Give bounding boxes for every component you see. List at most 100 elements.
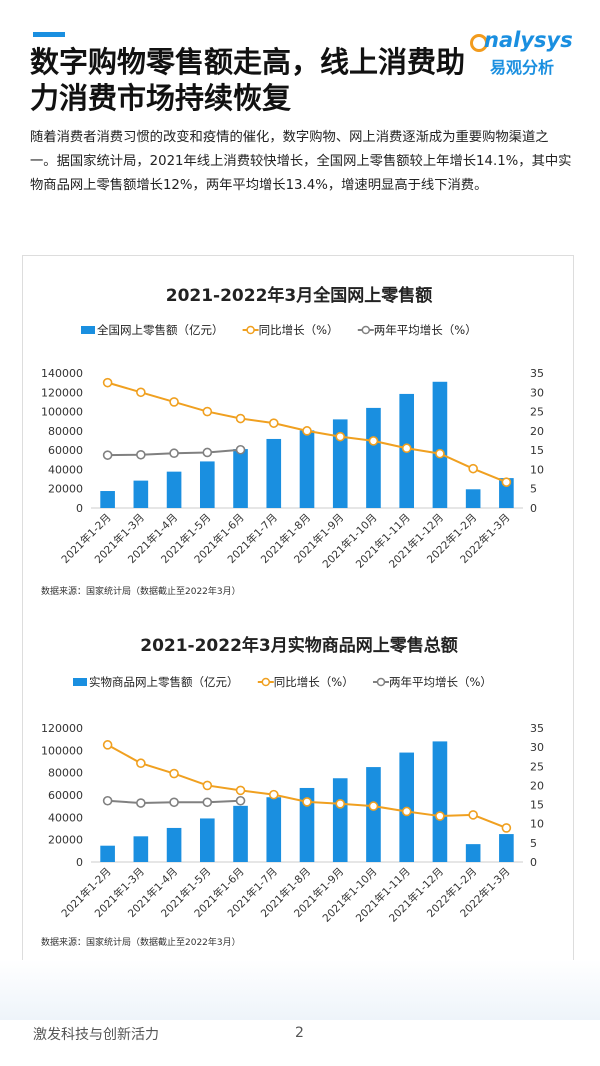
two-year-avg-point	[102, 795, 113, 806]
legend-label: 实物商品网上零售额（亿元）	[89, 675, 239, 689]
bar	[133, 480, 149, 508]
y-right-tick: 5	[530, 837, 537, 850]
y-right-tick: 35	[530, 367, 544, 380]
two-year-avg-point	[202, 797, 213, 808]
yoy-point	[335, 431, 346, 442]
yoy-point	[235, 785, 246, 796]
bar	[366, 767, 381, 862]
footer-slogan: 激发科技与创新活力	[33, 1027, 159, 1043]
bar	[166, 471, 182, 508]
bar	[100, 845, 115, 862]
yoy-point	[435, 448, 445, 459]
two-year-avg-point	[235, 444, 246, 455]
bar	[465, 844, 481, 862]
y-right-tick: 25	[530, 406, 544, 419]
y-left-tick: 40000	[48, 463, 83, 476]
yoy-point	[102, 377, 113, 388]
yoy-point	[235, 413, 246, 424]
bar	[299, 787, 315, 862]
legend-label: 两年平均增长（%）	[389, 675, 492, 689]
two-year-avg-point	[169, 448, 179, 459]
yoy-point	[335, 799, 346, 809]
bar	[199, 818, 215, 862]
yoy-point	[302, 797, 312, 807]
yoy-point	[501, 823, 512, 833]
legend-label: 全国网上零售额（亿元）	[97, 323, 224, 337]
y-left-tick: 60000	[48, 789, 83, 802]
bar	[166, 827, 182, 862]
y-right-tick: 0	[530, 856, 537, 869]
y-left-tick: 20000	[48, 483, 83, 496]
legend-label: 同比增长（%）	[274, 675, 354, 689]
yoy-point	[268, 789, 279, 800]
yoy-point	[368, 801, 379, 811]
data-source: 数据来源：国家统计局（数据截止至2022年3月）	[41, 585, 241, 597]
bar	[465, 489, 481, 508]
bar	[332, 778, 348, 862]
two-year-avg-point	[102, 450, 113, 460]
legend-marker	[361, 325, 371, 335]
legend-marker	[376, 677, 386, 687]
y-left-tick: 80000	[48, 767, 83, 780]
yoy-point	[468, 810, 478, 820]
legend-bar-swatch	[81, 326, 95, 334]
chart-title: 2021-2022年3月实物商品网上零售总额	[140, 635, 458, 656]
bar	[499, 834, 514, 862]
y-right-tick: 15	[530, 444, 544, 457]
bar	[233, 805, 248, 862]
y-left-tick: 100000	[41, 406, 83, 419]
legend-label: 同比增长（%）	[259, 323, 339, 337]
yoy-point	[136, 758, 146, 769]
legend-marker	[261, 677, 271, 687]
y-right-tick: 0	[530, 502, 537, 515]
yoy-point	[468, 463, 478, 474]
bar	[432, 741, 448, 862]
bar	[233, 449, 248, 508]
y-left-tick: 120000	[41, 386, 83, 399]
bar	[266, 438, 282, 508]
two-year-avg-point	[136, 449, 146, 460]
bar	[332, 419, 348, 508]
bar	[499, 478, 514, 508]
y-right-tick: 5	[530, 483, 537, 496]
analysys-logo: nalysys 易观分析	[470, 28, 580, 78]
bar	[199, 461, 215, 508]
bar	[133, 836, 149, 862]
yoy-point	[368, 436, 379, 446]
charts-card: 2021-2022年3月全国网上零售额全国网上零售额（亿元） 同比增长（%） 两年平…	[22, 255, 574, 967]
page-number: 2	[295, 1025, 304, 1041]
yoy-point	[268, 418, 279, 428]
y-right-tick: 10	[530, 463, 544, 476]
chart-title: 2021-2022年3月全国网上零售额	[166, 285, 433, 306]
y-left-tick: 20000	[48, 834, 83, 847]
two-year-avg-point	[169, 797, 179, 808]
title-accent-bar	[33, 32, 65, 37]
page-title: 数字购物零售额走高，线上消费助力消费市场持续恢复	[30, 45, 466, 115]
bar	[366, 407, 381, 508]
yoy-point	[169, 768, 179, 779]
data-source: 数据来源：国家统计局（数据截止至2022年3月）	[41, 936, 241, 948]
bar	[432, 381, 448, 508]
yoy-point	[401, 443, 412, 454]
y-right-tick: 20	[530, 779, 544, 792]
yoy-point	[401, 806, 412, 817]
y-left-tick: 80000	[48, 425, 83, 438]
y-left-tick: 60000	[48, 444, 83, 457]
two-year-avg-point	[202, 447, 213, 458]
y-right-tick: 10	[530, 818, 544, 831]
y-right-tick: 20	[530, 425, 544, 438]
yoy-point	[102, 740, 113, 750]
yoy-point	[169, 397, 179, 407]
legend-label: 两年平均增长（%）	[374, 323, 477, 337]
logo-cn: 易观分析	[490, 58, 555, 77]
y-left-tick: 40000	[48, 811, 83, 824]
y-left-tick: 140000	[41, 367, 83, 380]
legend-bar-swatch	[73, 678, 87, 686]
bar	[299, 430, 315, 508]
yoy-point	[136, 387, 146, 398]
y-left-tick: 0	[76, 856, 83, 869]
intro-paragraph: 随着消费者消费习惯的改变和疫情的催化，数字购物、网上消费逐渐成为重要购物渠道之一…	[30, 130, 572, 193]
logo-circle-icon	[470, 34, 488, 52]
